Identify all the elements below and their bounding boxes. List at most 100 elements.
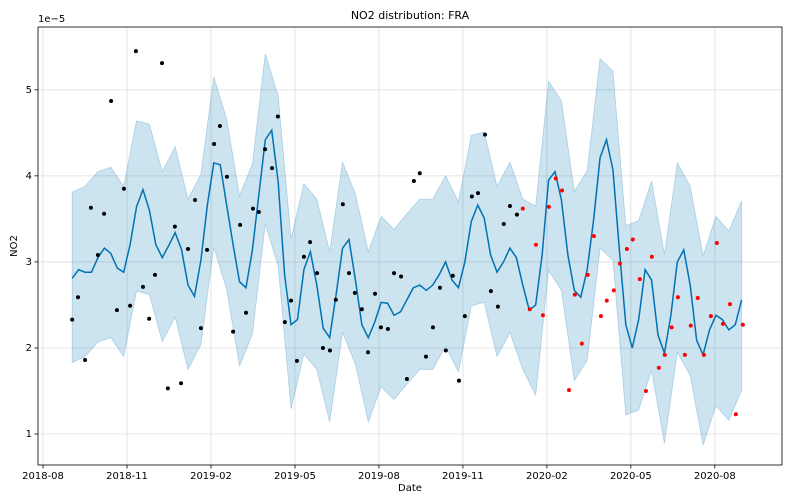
data-point (301, 254, 306, 259)
data-point (411, 179, 416, 184)
data-point (308, 240, 313, 245)
data-point (456, 378, 461, 383)
data-point (212, 142, 217, 147)
x-tick-label: 2018-08 (22, 471, 64, 482)
chart-title: NO2 distribution: FRA (351, 9, 470, 22)
data-point (340, 202, 345, 207)
data-point (637, 277, 642, 282)
data-point (186, 247, 191, 252)
y-tick-label: 5 (26, 85, 32, 96)
data-point (128, 303, 133, 308)
data-point (701, 352, 706, 357)
data-point (476, 191, 481, 196)
x-tick-label: 2019-02 (190, 471, 232, 482)
data-point (133, 49, 138, 54)
data-point (121, 186, 126, 191)
x-tick-label: 2020-08 (694, 471, 736, 482)
y-tick-label: 3 (26, 257, 32, 268)
data-point (669, 325, 674, 330)
data-point (514, 212, 519, 217)
data-point (662, 352, 667, 357)
data-point (275, 114, 280, 119)
data-point (346, 271, 351, 276)
data-point (76, 295, 81, 300)
uncertainty-band (71, 53, 743, 446)
y-tick-label: 2 (26, 343, 32, 354)
data-point (708, 314, 713, 319)
data-point (579, 341, 584, 346)
data-point (404, 376, 409, 381)
data-point (572, 292, 577, 297)
data-point (740, 322, 745, 327)
data-point (727, 302, 732, 307)
data-point (546, 204, 551, 209)
y-tick-label: 1 (26, 429, 32, 440)
y-axis-label: NO2 (9, 235, 20, 257)
data-point (366, 350, 371, 355)
data-point (172, 224, 177, 229)
data-point (88, 205, 93, 210)
data-point (294, 358, 299, 363)
data-point (320, 345, 325, 350)
data-point (624, 247, 629, 252)
data-point (720, 321, 725, 326)
data-point (585, 272, 590, 277)
data-point (385, 327, 390, 332)
data-point (566, 388, 571, 393)
data-point (598, 314, 603, 319)
data-point (256, 210, 261, 215)
data-point (527, 307, 532, 312)
data-point (682, 352, 687, 357)
x-tick-label: 2019-11 (442, 471, 484, 482)
data-point (238, 222, 243, 227)
data-point (695, 296, 700, 301)
data-point (649, 254, 654, 259)
data-point (95, 253, 100, 258)
data-point (392, 271, 397, 276)
data-point (270, 166, 275, 171)
x-axis-label: Date (398, 483, 422, 494)
data-point (643, 388, 648, 393)
data-point (250, 206, 255, 211)
data-point (553, 176, 558, 181)
data-point (462, 314, 467, 319)
y-offset-label: 1e−5 (38, 14, 65, 25)
data-point (153, 272, 158, 277)
data-point (333, 297, 338, 302)
data-point (617, 261, 622, 266)
data-point (179, 381, 184, 386)
x-tick-label: 2019-08 (358, 471, 400, 482)
data-point (114, 308, 119, 313)
data-point (733, 412, 738, 417)
data-point (243, 310, 248, 315)
data-point (501, 222, 506, 227)
data-point (437, 285, 442, 290)
data-point (630, 237, 635, 242)
data-point (559, 188, 564, 193)
plot-area (70, 49, 745, 446)
x-tick-label: 2018-11 (106, 471, 148, 482)
data-point (165, 386, 170, 391)
data-point (520, 206, 525, 211)
data-point (495, 304, 500, 309)
data-point (604, 298, 609, 303)
data-point (675, 295, 680, 300)
data-point (289, 298, 294, 303)
data-point (430, 325, 435, 330)
x-tick-label: 2019-05 (274, 471, 316, 482)
data-point (488, 289, 493, 294)
x-tick-label: 2020-02 (526, 471, 568, 482)
data-point (469, 194, 474, 199)
data-point (443, 348, 448, 353)
data-point (373, 291, 378, 296)
data-point (160, 61, 164, 66)
data-point (611, 288, 616, 293)
data-point (507, 203, 512, 208)
forecast-line (71, 128, 743, 358)
data-point (450, 273, 455, 278)
plot-frame (37, 26, 783, 466)
data-point (70, 317, 75, 322)
data-point (378, 325, 383, 330)
